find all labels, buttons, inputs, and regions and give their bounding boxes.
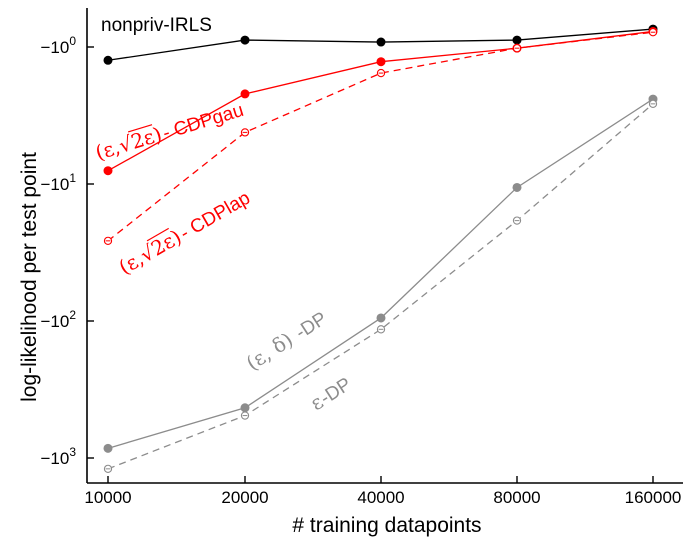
annotation-cdplap: (ε,√2ε) - CDPlap: [115, 188, 254, 280]
data-point: [376, 313, 386, 323]
annotation-cdpgau: (ε,√2ε) - CDPgau: [92, 100, 246, 165]
data-point: [103, 55, 113, 65]
cdplap-label: - CDPlap: [177, 188, 254, 245]
x-tick-label: 10000: [84, 488, 131, 507]
y-tick-label: −103: [40, 445, 76, 468]
axes: [86, 8, 683, 484]
y-tick-label: −101: [40, 171, 76, 194]
series-4: [103, 99, 658, 473]
data-point: [376, 37, 386, 47]
ticks: 10000 20000 40000 80000 160000 −100 −101 −102 −1…: [40, 34, 681, 507]
data-point: [512, 35, 522, 45]
annotation-nonpriv-irls: nonpriv-IRLS: [101, 15, 212, 36]
data-point: [512, 182, 522, 192]
data-point: [103, 443, 113, 453]
data-point: [240, 35, 250, 45]
cdplap-math: (ε,√2ε): [115, 224, 186, 279]
delta-dp-math: (ε, δ): [242, 327, 298, 375]
series-0: [103, 24, 658, 65]
series-layer: [103, 24, 658, 473]
series-3: [103, 94, 658, 453]
series-line: [107, 103, 654, 470]
series-2: [103, 28, 658, 246]
y-tick-label: −102: [40, 308, 76, 331]
y-tick-label: −100: [40, 34, 76, 57]
delta-dp-label: -DP: [292, 308, 331, 343]
data-point: [240, 403, 250, 413]
series-line: [107, 30, 654, 172]
series-line: [107, 31, 654, 242]
x-axis-title: # training datapoints: [292, 514, 481, 537]
annotation-delta-dp: (ε, δ) -DP: [242, 308, 331, 375]
cdpgau-label: - CDPgau: [160, 100, 246, 144]
cdplap-sqrt-bar: [146, 227, 169, 242]
series-line: [107, 98, 654, 449]
y-axis-title: log-likelihood per test point: [18, 152, 41, 402]
cdpgau-sqrt-bar: [127, 124, 153, 133]
cdpgau-math: (ε,√2ε): [92, 122, 164, 165]
x-tick-label: 160000: [625, 488, 682, 507]
series-1: [103, 26, 658, 176]
x-tick-label: 20000: [221, 488, 268, 507]
x-tick-label: 40000: [357, 488, 404, 507]
data-point: [103, 166, 113, 176]
data-point: [240, 89, 250, 99]
data-point: [376, 57, 386, 67]
annotation-epsilon-dp: ε -DP: [306, 374, 356, 415]
x-tick-label: 80000: [493, 488, 540, 507]
